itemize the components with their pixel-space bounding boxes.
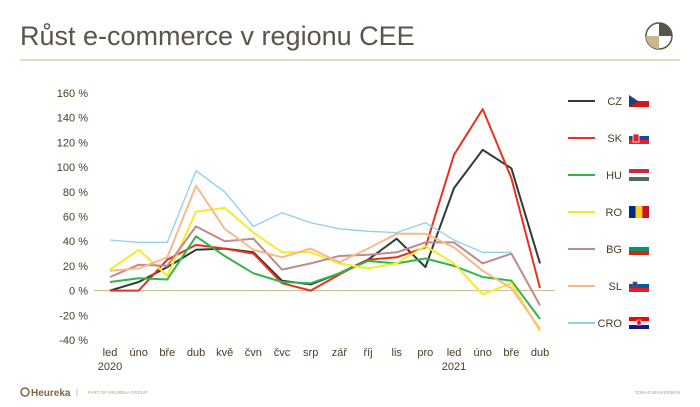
flag-cz-icon bbox=[629, 95, 649, 107]
series-line-hu bbox=[109, 235, 541, 320]
series-line-sk bbox=[110, 108, 541, 292]
legend-item-cz: CZ bbox=[568, 95, 649, 108]
y-tick-label: 20 % bbox=[63, 261, 88, 273]
y-tick-label: 80 % bbox=[63, 187, 88, 199]
x-tick-label: kvě bbox=[216, 347, 233, 359]
series-line-bg bbox=[109, 225, 541, 306]
flag-sk-icon bbox=[629, 132, 649, 144]
legend-label: CRO bbox=[598, 318, 623, 330]
legend-item-bg: BG bbox=[568, 243, 649, 256]
y-tick-label: 160 % bbox=[57, 88, 88, 100]
x-tick-label: srp bbox=[303, 347, 318, 359]
y-tick-label: 0 % bbox=[69, 286, 88, 298]
legend-item-sl: SL bbox=[568, 280, 649, 293]
x-tick-label: led bbox=[447, 347, 462, 359]
y-tick-label: 140 % bbox=[57, 113, 88, 125]
series-line-sl bbox=[109, 184, 541, 330]
y-tick-label: -20 % bbox=[59, 310, 88, 322]
legend-item-cro: CRO bbox=[568, 317, 649, 330]
x-tick-label: čvc bbox=[274, 347, 291, 359]
x-tick-label: úno bbox=[129, 347, 147, 359]
legend-item-sk: SK bbox=[568, 132, 649, 145]
x-tick-label: bře bbox=[503, 347, 519, 359]
flag-sl-icon bbox=[629, 280, 649, 292]
x-tick-label: čvn bbox=[245, 347, 262, 359]
pie-logo-icon bbox=[645, 22, 673, 50]
x-tick-label: bře bbox=[159, 347, 175, 359]
y-tick-label: -40 % bbox=[59, 335, 88, 347]
footer: Heureka | PART OF HEUREKA GROUP TOMÁŠ BR… bbox=[20, 387, 680, 399]
y-tick-label: 100 % bbox=[57, 162, 88, 174]
legend-label: SL bbox=[609, 281, 622, 293]
legend-item-ro: RO bbox=[568, 206, 650, 219]
y-tick-label: 40 % bbox=[63, 236, 88, 248]
x-tick-label: lis bbox=[392, 347, 403, 359]
x-year-label: 2021 bbox=[442, 361, 466, 373]
legend-label: CZ bbox=[607, 96, 622, 108]
x-year-label: 2020 bbox=[98, 361, 122, 373]
legend-label: SK bbox=[607, 133, 622, 145]
heureka-logo-icon bbox=[20, 387, 30, 397]
y-tick-label: 60 % bbox=[63, 212, 88, 224]
flag-hu-icon bbox=[629, 169, 649, 181]
footer-brand: Heureka bbox=[31, 388, 71, 399]
legend-label: HU bbox=[606, 170, 622, 182]
series-line-cro bbox=[109, 170, 512, 253]
footer-separator: | bbox=[76, 388, 78, 397]
footer-author: TOMÁŠ BRAVERMAN bbox=[635, 389, 680, 395]
flag-cro-icon bbox=[629, 317, 649, 329]
y-tick-label: 120 % bbox=[57, 137, 88, 149]
legend-item-hu: HU bbox=[568, 169, 649, 182]
flag-bg-icon bbox=[629, 243, 649, 255]
legend-label: RO bbox=[606, 207, 623, 219]
x-tick-label: pro bbox=[417, 347, 433, 359]
series-line-ro bbox=[109, 206, 541, 332]
x-tick-label: led bbox=[103, 347, 118, 359]
flag-ro-icon bbox=[629, 206, 650, 218]
x-tick-label: dub bbox=[187, 347, 205, 359]
x-tick-label: dub bbox=[531, 347, 549, 359]
legend-label: BG bbox=[606, 244, 622, 256]
x-tick-label: říj bbox=[363, 347, 372, 359]
footer-tagline: PART OF HEUREKA GROUP bbox=[88, 390, 148, 395]
x-tick-label: zář bbox=[332, 347, 348, 359]
page-title: Růst e-commerce v regionu CEE bbox=[20, 21, 415, 51]
x-tick-label: úno bbox=[474, 347, 492, 359]
